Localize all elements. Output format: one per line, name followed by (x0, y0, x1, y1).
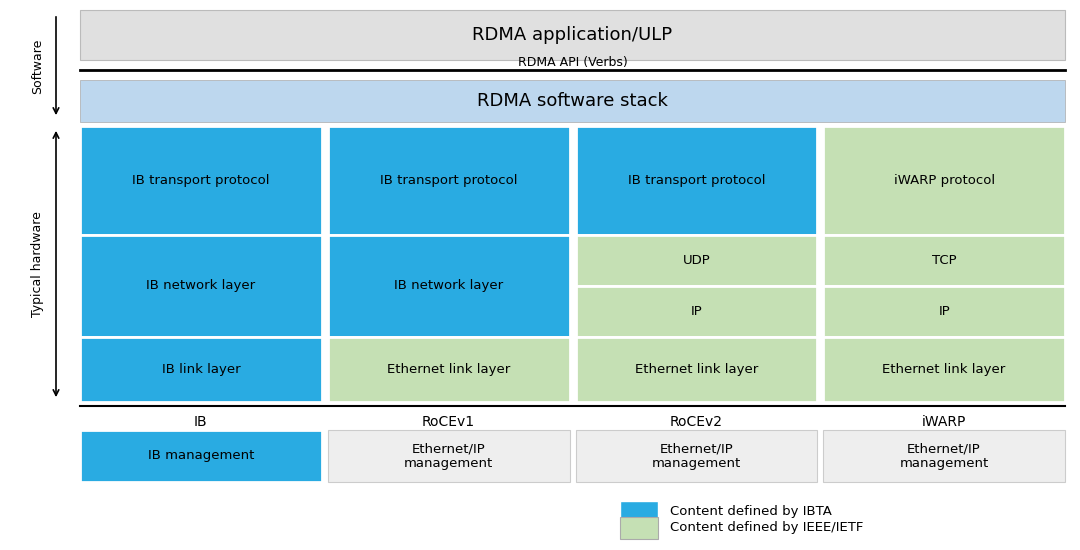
Bar (80, 430, 322, 482)
Text: IP: IP (939, 305, 950, 318)
Text: RDMA application/ULP: RDMA application/ULP (472, 26, 673, 44)
Text: RDMA software stack: RDMA software stack (477, 92, 667, 110)
Text: Ethernet/IP
management: Ethernet/IP management (900, 442, 989, 470)
Bar (576, 235, 818, 286)
Text: Software: Software (31, 39, 44, 94)
Text: Ethernet/IP
management: Ethernet/IP management (651, 442, 741, 470)
Text: iWARP protocol: iWARP protocol (893, 174, 995, 187)
Bar (576, 337, 818, 402)
Text: IB management: IB management (148, 449, 254, 463)
Text: IB network layer: IB network layer (146, 279, 256, 292)
Text: Ethernet/IP
management: Ethernet/IP management (404, 442, 494, 470)
Bar (823, 286, 1065, 337)
Bar (327, 337, 569, 402)
Bar (327, 235, 569, 337)
Bar (80, 235, 322, 337)
Bar (823, 235, 1065, 286)
Text: UDP: UDP (683, 254, 711, 267)
Text: IB link layer: IB link layer (162, 363, 240, 376)
Text: Ethernet link layer: Ethernet link layer (387, 363, 510, 376)
Bar (576, 126, 818, 235)
Bar (80, 126, 322, 235)
Bar (823, 337, 1065, 402)
Bar (327, 126, 569, 235)
Text: Content defined by IEEE/IETF: Content defined by IEEE/IETF (670, 521, 863, 535)
Text: Ethernet link layer: Ethernet link layer (635, 363, 758, 376)
Text: IP: IP (690, 305, 702, 318)
Bar (620, 517, 658, 539)
Bar (576, 286, 818, 337)
Text: Typical hardware: Typical hardware (31, 211, 44, 317)
Text: IB network layer: IB network layer (394, 279, 503, 292)
Text: IB transport protocol: IB transport protocol (380, 174, 517, 187)
Bar (620, 501, 658, 523)
Text: RoCEv1: RoCEv1 (422, 415, 475, 429)
Bar (823, 430, 1065, 482)
Text: IB: IB (194, 415, 207, 429)
Text: IB transport protocol: IB transport protocol (627, 174, 765, 187)
Bar (80, 337, 322, 402)
Text: RDMA API (Verbs): RDMA API (Verbs) (517, 57, 627, 69)
Text: iWARP: iWARP (922, 415, 967, 429)
Bar (823, 126, 1065, 235)
Bar (80, 10, 1065, 60)
Bar (80, 80, 1065, 122)
Text: Ethernet link layer: Ethernet link layer (882, 363, 1005, 376)
Text: TCP: TCP (932, 254, 957, 267)
Text: Content defined by IBTA: Content defined by IBTA (670, 505, 832, 519)
Text: RoCEv2: RoCEv2 (670, 415, 723, 429)
Text: IB transport protocol: IB transport protocol (132, 174, 270, 187)
Bar (576, 430, 818, 482)
Bar (327, 430, 569, 482)
